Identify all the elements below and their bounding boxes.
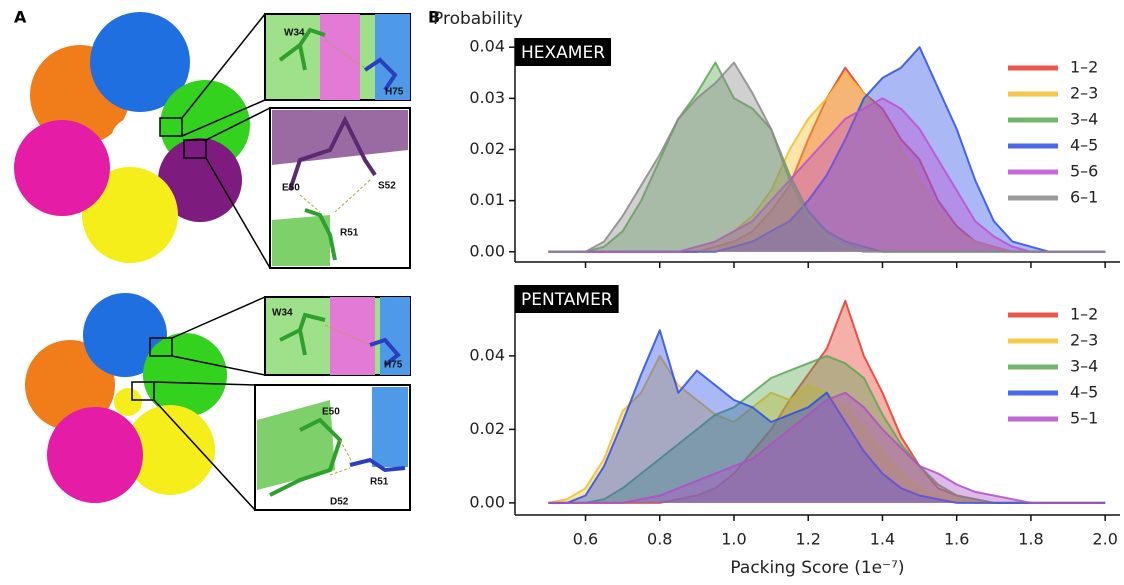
legend-label: 5–1 — [1070, 409, 1098, 428]
y-tick-label: 0.04 — [469, 37, 505, 56]
chart-title: PENTAMER — [521, 290, 613, 310]
legend-label: 1–2 — [1070, 58, 1098, 77]
hexamer-inset-2: E50 S52 R51 — [269, 107, 411, 269]
chart-title: HEXAMER — [521, 43, 605, 63]
area-fill — [548, 330, 1106, 503]
area-fill — [548, 67, 1106, 252]
residue-label: H75 — [385, 87, 404, 98]
legend-label: 3–4 — [1070, 357, 1098, 376]
area-fill — [548, 47, 1106, 252]
x-tick-label: 1.8 — [1018, 530, 1043, 549]
residue-label: D52 — [330, 497, 349, 508]
hexamer-surface — [14, 12, 271, 269]
panel-a: A W34 H75 — [14, 8, 411, 511]
residue-label: R51 — [370, 477, 389, 488]
y-axis-label: Probability — [433, 9, 523, 29]
y-tick-label: 0.03 — [469, 88, 505, 107]
area-line — [548, 329, 1106, 504]
pentamer-inset-2: E50 R51 D52 — [254, 384, 411, 511]
legend-label: 2–3 — [1070, 331, 1098, 350]
y-tick-label: 0.00 — [469, 241, 505, 260]
title-box — [515, 285, 619, 313]
x-tick-label: 1.0 — [721, 530, 746, 549]
x-tick-label: 1.2 — [795, 530, 820, 549]
x-tick-label: 2.0 — [1092, 530, 1117, 549]
residue-label: H75 — [384, 360, 403, 371]
legend-label: 6–1 — [1070, 188, 1098, 207]
legend-label: 5–6 — [1070, 162, 1098, 181]
panel-label: B — [428, 8, 440, 27]
residue-label: W34 — [284, 28, 305, 39]
y-tick-label: 0.02 — [469, 419, 505, 438]
area-fill — [548, 72, 1106, 252]
residue-label: S52 — [378, 181, 396, 192]
x-tick-label: 0.6 — [573, 530, 598, 549]
y-tick-label: 0.02 — [469, 139, 505, 158]
area-line — [548, 391, 1106, 504]
x-tick-label: 1.4 — [870, 530, 895, 549]
title-box — [515, 38, 612, 66]
legend-label: 4–5 — [1070, 136, 1098, 155]
area-line — [548, 97, 1106, 253]
y-tick-label: 0.00 — [469, 492, 505, 511]
legend-label: 1–2 — [1070, 305, 1098, 324]
residue-label: R51 — [340, 228, 359, 239]
legend-label: 3–4 — [1070, 110, 1098, 129]
pentamer-surface — [25, 293, 266, 511]
area-fill — [548, 355, 1106, 503]
y-tick-label: 0.04 — [469, 345, 505, 364]
x-tick-label: 0.8 — [647, 530, 672, 549]
area-fill — [548, 98, 1106, 252]
pentamer-inset-1: W34 H75 — [264, 296, 411, 376]
y-tick-label: 0.01 — [469, 190, 505, 209]
area-line — [548, 61, 1106, 253]
legend-label: 2–3 — [1070, 84, 1098, 103]
area-fill — [548, 392, 1106, 503]
residue-label: E50 — [282, 183, 300, 194]
x-axis-label: Packing Score (1e⁻⁷) — [730, 558, 904, 578]
legend-label: 4–5 — [1070, 383, 1098, 402]
area-fill — [548, 300, 1106, 503]
panel-label: A — [14, 8, 27, 27]
residue-label: E50 — [322, 407, 340, 418]
x-tick-label: 1.6 — [944, 530, 969, 549]
residue-label: W34 — [272, 308, 293, 319]
hexamer-inset-1: W34 H75 — [264, 13, 411, 101]
